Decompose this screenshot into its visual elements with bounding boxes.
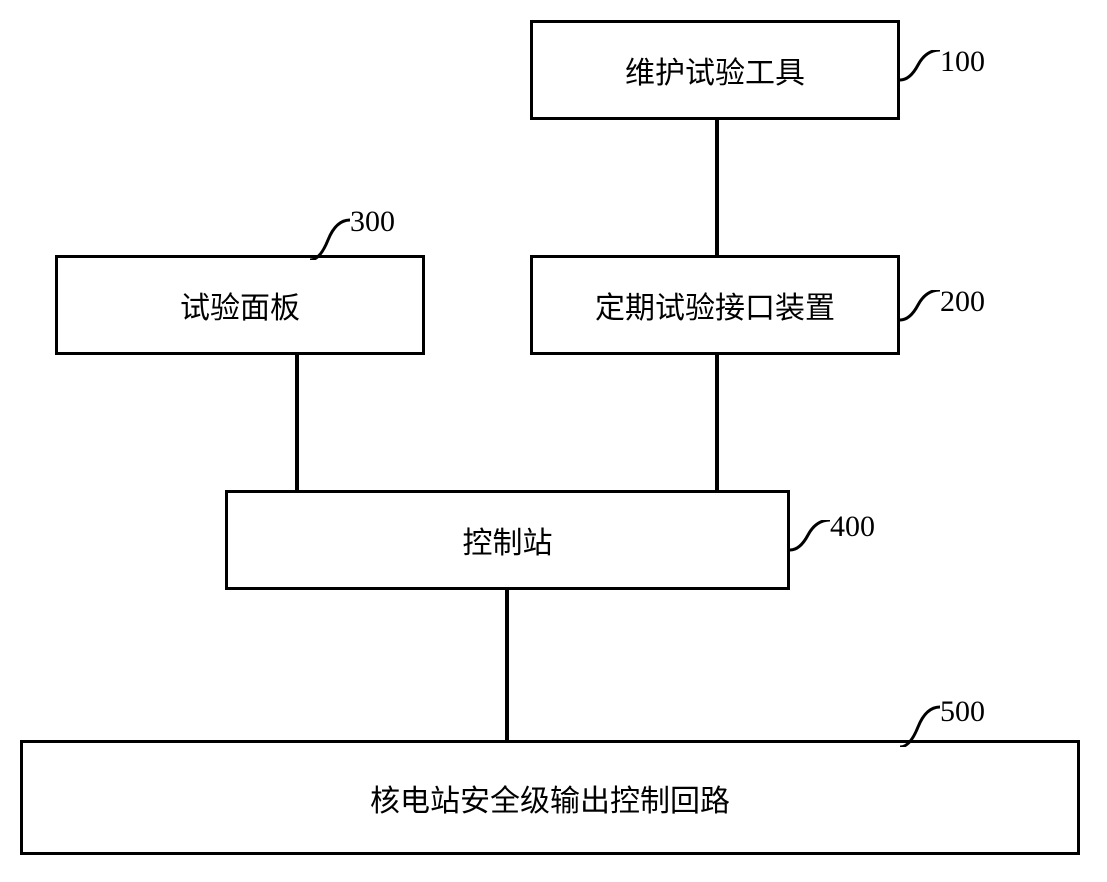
node-label: 核电站安全级输出控制回路 bbox=[370, 776, 730, 820]
ref-curve-100 bbox=[900, 50, 940, 85]
ref-label-200: 200 bbox=[940, 285, 985, 319]
node-label: 维护试验工具 bbox=[625, 48, 805, 92]
edge-400-500 bbox=[505, 590, 509, 740]
ref-curve-400 bbox=[790, 520, 830, 555]
node-maintenance-tool: 维护试验工具 bbox=[530, 20, 900, 120]
ref-label-300: 300 bbox=[350, 205, 395, 239]
node-safety-output-control-loop: 核电站安全级输出控制回路 bbox=[20, 740, 1080, 855]
edge-300-400 bbox=[295, 355, 299, 490]
node-label: 控制站 bbox=[463, 518, 553, 562]
ref-label-100: 100 bbox=[940, 45, 985, 79]
ref-curve-200 bbox=[900, 290, 940, 325]
node-label: 定期试验接口装置 bbox=[595, 283, 835, 327]
node-test-panel: 试验面板 bbox=[55, 255, 425, 355]
node-control-station: 控制站 bbox=[225, 490, 790, 590]
edge-100-200 bbox=[715, 120, 719, 255]
ref-curve-300 bbox=[310, 215, 350, 260]
edge-200-400 bbox=[715, 355, 719, 490]
ref-label-500: 500 bbox=[940, 695, 985, 729]
ref-curve-500 bbox=[900, 702, 940, 747]
node-label: 试验面板 bbox=[180, 283, 300, 327]
node-periodic-test-interface: 定期试验接口装置 bbox=[530, 255, 900, 355]
ref-label-400: 400 bbox=[830, 510, 875, 544]
